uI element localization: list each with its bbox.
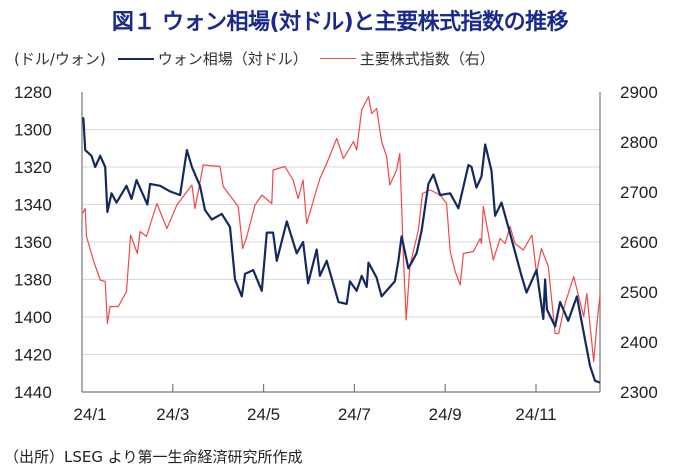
y-tick-left: 1440 [14,383,52,402]
y-tick-right: 2400 [620,333,658,352]
y-tick-left: 1420 [14,346,52,365]
y-tick-left: 1360 [14,233,52,252]
legend-label-won: ウォン相場（対ドル） [157,50,308,68]
x-tick-label: 24/3 [156,405,189,424]
x-tick-label: 24/5 [247,405,280,424]
y-tick-left: 1300 [14,121,52,140]
y-tick-left: 1320 [14,158,52,177]
y-tick-right: 2600 [620,233,658,252]
left-axis-label: (ドル/ウォン) [14,50,106,68]
chart-title: 図１ ウォン相場(対ドル)と主要株式指数の推移 [111,10,569,35]
legend-swatch-index [319,58,356,59]
won-rate-line [82,117,601,384]
y-tick-left: 1380 [14,271,52,290]
y-tick-right: 2700 [620,183,658,202]
y-tick-left: 1280 [14,83,52,102]
x-tick-label: 24/7 [338,405,371,424]
stock-index-line [81,95,601,363]
source-note: （出所）LSEG より第一生命経済研究所作成 [4,448,303,466]
x-tick-label: 24/11 [515,405,556,424]
y-tick-right: 2900 [620,83,658,102]
legend-swatch-won [117,57,154,60]
x-tick-label: 24/1 [73,405,106,424]
legend-label-index: 主要株式指数（右） [359,50,495,68]
y-tick-right: 2500 [620,283,658,302]
y-tick-left: 1400 [14,308,52,327]
y-tick-right: 2800 [620,133,658,152]
x-tick-label: 24/9 [429,405,462,424]
y-tick-left: 1340 [14,196,52,215]
y-tick-right: 2300 [620,383,658,402]
legend: (ドル/ウォン) ウォン相場（対ドル） 主要株式指数（右） [14,48,495,69]
